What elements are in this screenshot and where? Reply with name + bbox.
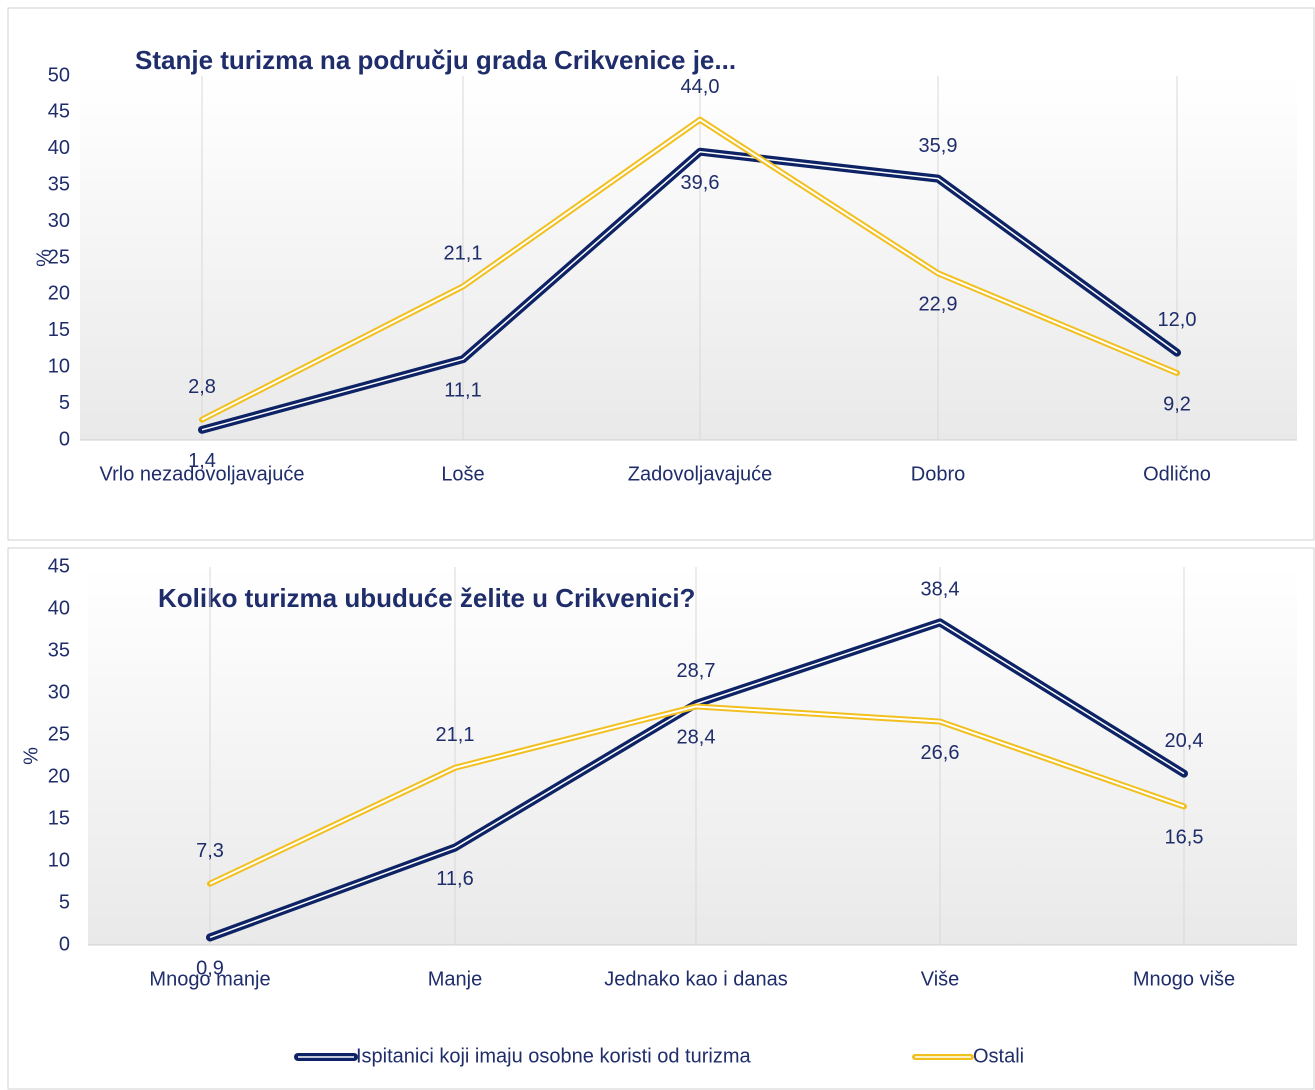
data-label: 2,8 bbox=[188, 376, 216, 398]
data-label: 0,9 bbox=[196, 958, 224, 980]
x-tick-label: Odlično bbox=[1143, 463, 1211, 485]
data-label: 21,1 bbox=[436, 724, 475, 746]
y-tick-label: 0 bbox=[59, 428, 70, 450]
x-tick-label: Zadovoljavajuće bbox=[628, 463, 773, 485]
legend-label: Ostali bbox=[973, 1045, 1024, 1067]
y-tick-label: 50 bbox=[48, 64, 70, 86]
data-label: 21,1 bbox=[444, 243, 483, 265]
y-tick-label: 10 bbox=[48, 355, 70, 377]
data-label: 1,4 bbox=[188, 450, 216, 472]
data-label: 16,5 bbox=[1165, 827, 1204, 849]
y-tick-label: 10 bbox=[48, 849, 70, 871]
line-highlight bbox=[201, 150, 1178, 431]
x-tick-label: Manje bbox=[428, 968, 482, 990]
line-highlight bbox=[201, 118, 1178, 421]
data-label: 28,4 bbox=[677, 727, 716, 749]
y-tick-label: 40 bbox=[48, 597, 70, 619]
data-label: 20,4 bbox=[1165, 730, 1204, 752]
data-label: 35,9 bbox=[919, 135, 958, 157]
y-tick-label: 0 bbox=[59, 933, 70, 955]
x-tick-label: Više bbox=[921, 968, 960, 990]
data-label: 9,2 bbox=[1163, 393, 1191, 415]
data-label: 7,3 bbox=[196, 840, 224, 862]
data-label: 26,6 bbox=[921, 742, 960, 764]
y-tick-label: 30 bbox=[48, 681, 70, 703]
line-highlight bbox=[209, 705, 1185, 885]
y-axis-label: % bbox=[20, 747, 42, 765]
y-tick-label: 45 bbox=[48, 101, 70, 123]
y-tick-label: 15 bbox=[48, 807, 70, 829]
x-tick-label: Mnogo više bbox=[1133, 968, 1235, 990]
x-tick-label: Vrlo nezadovoljavajuće bbox=[100, 463, 305, 485]
y-tick-label: 15 bbox=[48, 319, 70, 341]
y-tick-label: 35 bbox=[48, 173, 70, 195]
y-tick-label: 30 bbox=[48, 210, 70, 232]
data-label: 44,0 bbox=[681, 76, 720, 98]
x-tick-label: Loše bbox=[441, 463, 484, 485]
y-tick-label: 20 bbox=[48, 765, 70, 787]
data-label: 22,9 bbox=[919, 294, 958, 316]
x-tick-label: Mnogo manje bbox=[149, 968, 270, 990]
y-tick-label: 25 bbox=[48, 723, 70, 745]
x-tick-label: Jednako kao i danas bbox=[604, 968, 787, 990]
y-tick-label: 40 bbox=[48, 137, 70, 159]
data-label: 39,6 bbox=[681, 172, 720, 194]
plot-background bbox=[88, 567, 1297, 945]
y-tick-label: 25 bbox=[48, 246, 70, 268]
x-tick-label: Dobro bbox=[911, 463, 965, 485]
chart-title: Stanje turizma na području grada Crikven… bbox=[135, 45, 736, 75]
y-axis-label: % bbox=[33, 249, 55, 267]
legend-label: Ispitanici koji imaju osobne koristi od … bbox=[356, 1045, 751, 1067]
data-label: 28,7 bbox=[677, 660, 716, 682]
y-tick-label: 35 bbox=[48, 639, 70, 661]
y-tick-label: 45 bbox=[48, 555, 70, 577]
data-label: 38,4 bbox=[921, 579, 960, 601]
y-tick-label: 5 bbox=[59, 891, 70, 913]
y-tick-label: 5 bbox=[59, 392, 70, 414]
data-label: 12,0 bbox=[1158, 309, 1197, 331]
chart-title: Koliko turizma ubuduće želite u Crikveni… bbox=[158, 583, 695, 613]
data-label: 11,1 bbox=[444, 379, 481, 401]
data-label: 11,6 bbox=[436, 868, 473, 890]
y-tick-label: 20 bbox=[48, 283, 70, 305]
